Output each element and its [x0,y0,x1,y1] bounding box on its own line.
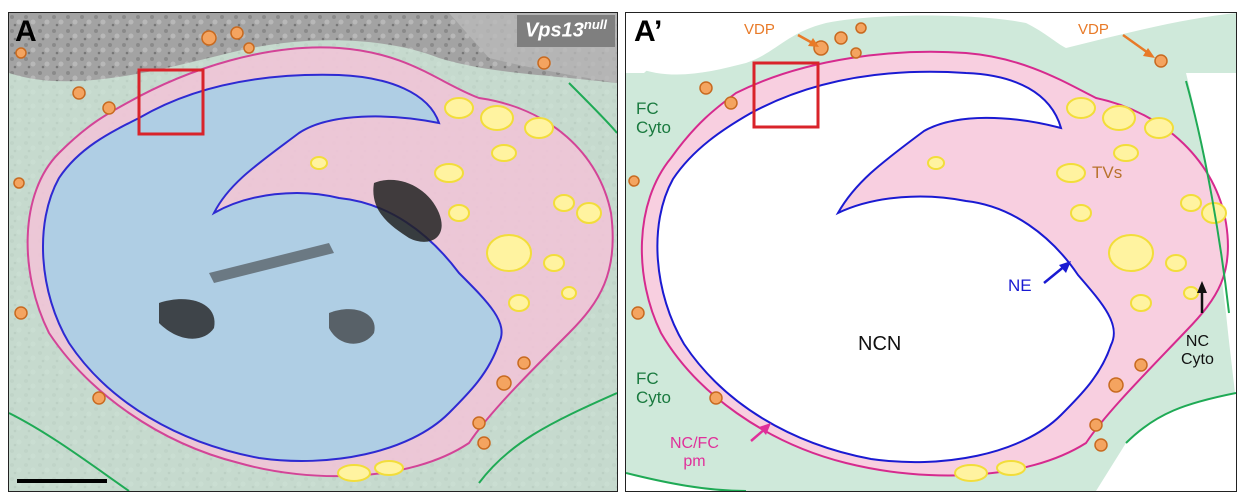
panel-letter-a: A [15,15,37,48]
genotype-superscript: null [583,17,607,32]
panel-letter-a-prime: A’ [634,15,663,48]
genotype-base: Vps13 [524,19,584,42]
annotation-arrows [750,33,1207,442]
genotype-label: Vps13null [516,15,615,47]
label-fc-cyto-bottom: FC Cyto [636,369,671,407]
zoom-region-box [137,68,205,136]
terminal-vesicles [310,97,602,482]
scale-bar [17,479,107,483]
terminal-vesicles-tracing [927,97,1227,482]
vdp-particles-tracing [628,22,1168,452]
label-vdp-2: VDP [1078,21,1109,38]
tracing-svg [626,13,1236,491]
label-ne: NE [1008,276,1032,295]
label-nc-fc-pm: NC/FC pm [670,435,719,470]
label-vdp-1: VDP [744,21,775,38]
nucleus-ncn [656,70,1115,464]
label-ncn: NCN [858,333,902,355]
zoom-region-box-tracing [752,61,820,129]
label-tvs: TVs [1092,163,1123,182]
label-fc-cyto-top: FC Cyto [636,99,671,137]
micrograph-svg [9,13,617,491]
vdp-particles [13,26,551,450]
label-nc-cyto: NC Cyto [1181,333,1214,368]
panel-a-prime-tracing: A’ VDP VDP FC Cyto FC Cyto TVs NE NCN NC… [625,12,1237,492]
panel-a-micrograph: A Vps13null [8,12,618,492]
